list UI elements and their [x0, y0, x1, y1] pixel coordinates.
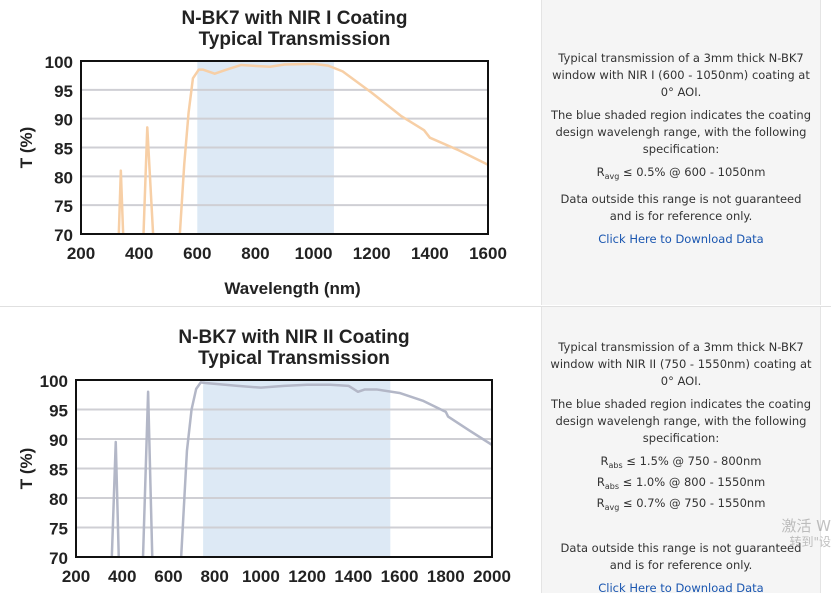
x-tick-label: 600: [183, 244, 211, 263]
description: Typical transmission of a 3mm thick N-BK…: [550, 340, 812, 388]
plot-frame: [80, 60, 489, 235]
shade-note: The blue shaded region indicates the coa…: [550, 397, 812, 445]
y-axis-label: T (%): [17, 127, 36, 169]
x-tick-label: 1800: [427, 567, 465, 586]
spec-line: Ravg ≤ 0.7% @ 750 - 1550nm: [596, 496, 766, 512]
y-tick-label: 100: [40, 372, 68, 391]
transmission-curve: [178, 62, 488, 234]
y-tick-label: 80: [54, 168, 73, 187]
transmission-curve: [117, 169, 125, 234]
transmission-curve: [142, 126, 155, 234]
transmission-curve: [179, 381, 492, 557]
transmission-curve: [110, 440, 121, 557]
y-tick-label: 90: [49, 431, 68, 450]
x-tick-label: 1200: [353, 244, 391, 263]
x-tick-label: 800: [200, 567, 228, 586]
x-tick-label: 1000: [295, 244, 333, 263]
x-tick-label: 1000: [242, 567, 280, 586]
x-tick-label: 1400: [334, 567, 372, 586]
shade-note: The blue shaded region indicates the coa…: [550, 108, 812, 156]
x-tick-label: 1600: [469, 244, 507, 263]
transmission-curve: [141, 390, 154, 557]
x-tick-label: 200: [62, 567, 90, 586]
chart-title: N-BK7 with NIR I Coating: [182, 8, 408, 29]
y-tick-label: 85: [54, 140, 73, 159]
chart-row-nir2: N-BK7 with NIR II Coating Typical Transmi…: [0, 306, 831, 595]
chart-title: N-BK7 with NIR II Coating: [178, 327, 409, 348]
x-tick-label: 1400: [411, 244, 449, 263]
y-tick-label: 75: [49, 520, 68, 539]
x-tick-label: 600: [154, 567, 182, 586]
info-panel-nir2: Typical transmission of a 3mm thick N-BK…: [541, 307, 821, 595]
download-data-link[interactable]: Click Here to Download Data: [598, 581, 764, 595]
y-tick-label: 85: [49, 461, 68, 480]
spec-list: Rabs ≤ 1.5% @ 750 - 800nm Rabs ≤ 1.0% @ 8…: [550, 453, 812, 516]
description: Typical transmission of a 3mm thick N-BK…: [552, 51, 810, 99]
y-tick-label: 90: [54, 111, 73, 130]
info-panel-nir1: Typical transmission of a 3mm thick N-BK…: [541, 0, 821, 305]
x-tick-label: 200: [67, 244, 95, 263]
x-tick-label: 800: [241, 244, 269, 263]
spec-line: Rabs ≤ 1.5% @ 750 - 800nm: [600, 454, 762, 470]
watermark-line1: 激活 W: [781, 517, 831, 535]
chart-subtitle: Typical Transmission: [199, 29, 391, 50]
chart-subtitle: Typical Transmission: [198, 348, 390, 369]
y-axis-label: T (%): [17, 448, 36, 490]
plot-frame: [75, 379, 493, 558]
watermark-line2: 转到"设: [789, 535, 831, 549]
y-tick-label: 75: [54, 197, 73, 216]
disclaimer: Data outside this range is not guarantee…: [560, 541, 802, 572]
chart-row-nir1: N-BK7 with NIR I Coating Typical Transmis…: [17, 0, 821, 305]
y-tick-label: 100: [45, 53, 73, 72]
x-tick-label: 1200: [288, 567, 326, 586]
x-tick-label: 1600: [381, 567, 419, 586]
download-data-link[interactable]: Click Here to Download Data: [598, 232, 764, 246]
y-tick-label: 70: [54, 226, 73, 245]
spec-line: Rabs ≤ 1.0% @ 800 - 1550nm: [596, 475, 766, 491]
spec-line: Ravg ≤ 0.5% @ 600 - 1050nm: [596, 165, 766, 181]
x-tick-label: 2000: [473, 567, 511, 586]
x-tick-label: 400: [125, 244, 153, 263]
y-tick-label: 95: [54, 82, 73, 101]
x-axis-label: Wavelength (nm): [224, 279, 360, 298]
y-tick-label: 95: [49, 402, 68, 421]
x-tick-label: 400: [108, 567, 136, 586]
spec-list: Ravg ≤ 0.5% @ 600 - 1050nm: [550, 164, 812, 185]
y-tick-label: 80: [49, 490, 68, 509]
y-tick-label: 70: [49, 549, 68, 568]
disclaimer: Data outside this range is not guarantee…: [560, 192, 802, 223]
